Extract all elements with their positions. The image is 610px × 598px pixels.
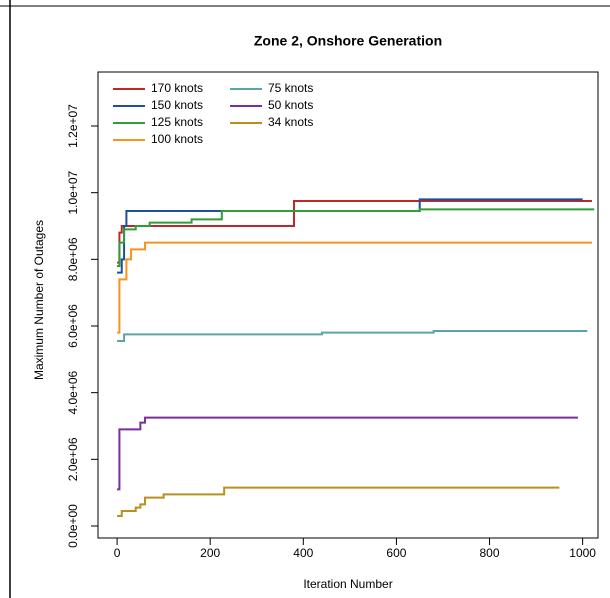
x-tick-label: 200	[200, 546, 220, 560]
series-line	[117, 198, 583, 274]
y-tick-label: 1.0e+07	[66, 170, 80, 214]
series-line	[117, 486, 560, 517]
y-axis-label: Maximum Number of Outages	[32, 220, 46, 380]
x-tick-label: 800	[480, 546, 500, 560]
chart-title: Zone 2, Onshore Generation	[254, 33, 442, 49]
legend-label: 100 knots	[151, 132, 203, 146]
x-tick-label: 0	[114, 546, 121, 560]
y-tick-label: 1.2e+07	[66, 104, 80, 148]
legend-label: 170 knots	[151, 81, 203, 95]
series-line	[117, 330, 588, 342]
y-tick-label: 4.0e+06	[66, 370, 80, 414]
legend-label: 75 knots	[268, 81, 313, 95]
x-tick-label: 400	[293, 546, 313, 560]
legend-label: 34 knots	[268, 115, 313, 129]
series-line	[117, 241, 592, 334]
x-tick-label: 1000	[569, 546, 596, 560]
y-tick-label: 8.0e+06	[66, 237, 80, 281]
x-axis-label: Iteration Number	[303, 577, 392, 591]
legend-label: 50 knots	[268, 98, 313, 112]
series-line	[117, 208, 595, 267]
y-tick-label: 6.0e+06	[66, 304, 80, 348]
series-line	[117, 416, 578, 491]
y-tick-label: 0.0e+00	[66, 504, 80, 548]
x-tick-label: 600	[386, 546, 406, 560]
legend-label: 150 knots	[151, 98, 203, 112]
y-tick-label: 2.0e+06	[66, 437, 80, 481]
legend-label: 125 knots	[151, 115, 203, 129]
